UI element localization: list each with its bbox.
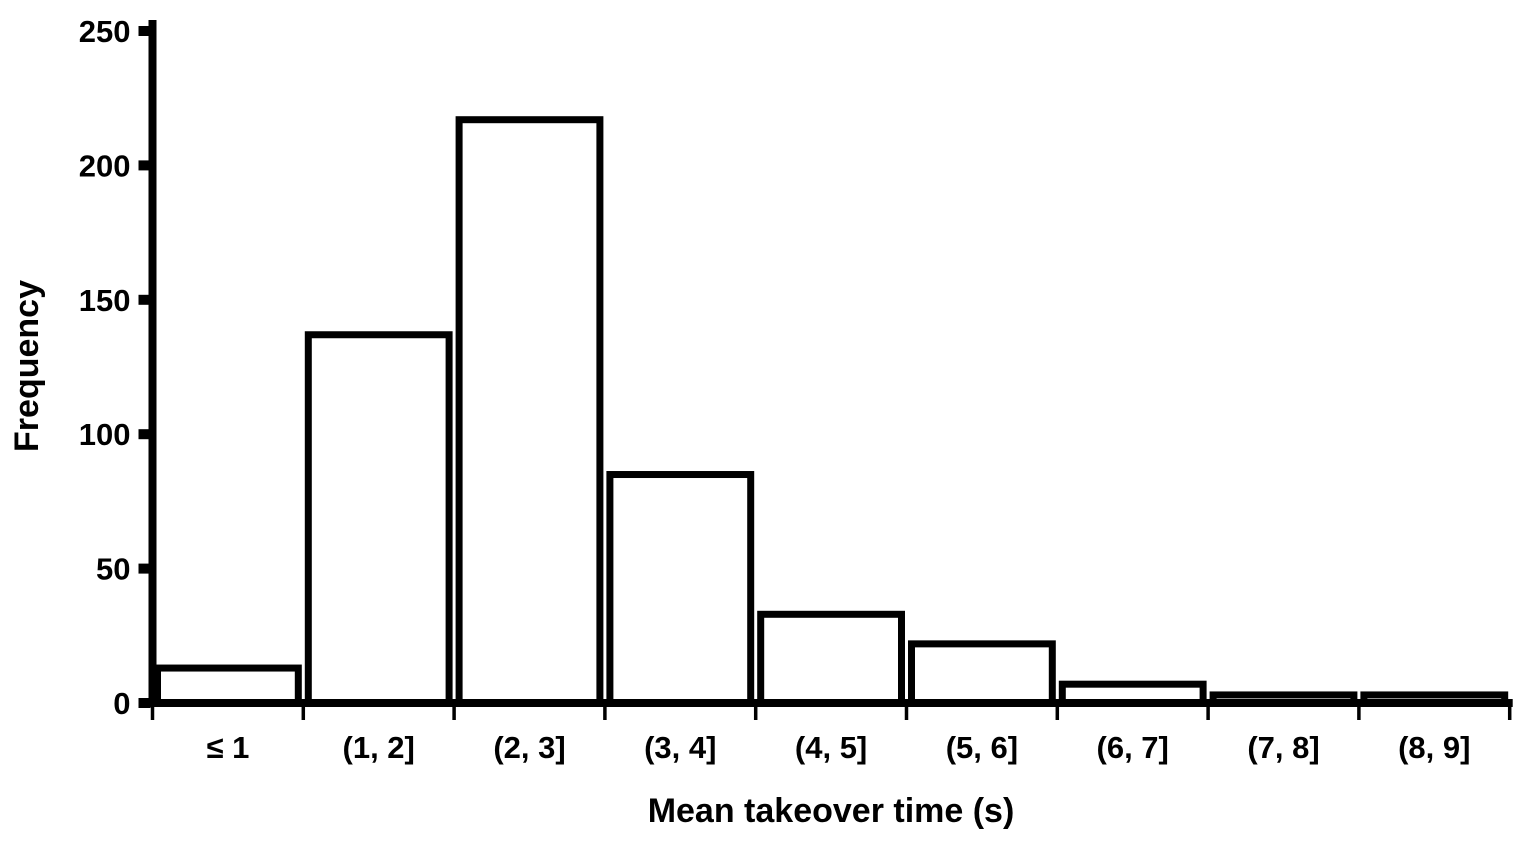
bars-group [154,116,1509,707]
x-category-label: (4, 5] [795,730,867,765]
x-axis-title: Mean takeover time (s) [648,792,1015,830]
y-axis-tick [138,429,151,440]
y-tick-label: 0 [113,686,130,721]
x-category-label: (1, 2] [343,730,415,765]
histogram-bar--5-6- [908,640,1056,707]
y-axis-title: Frequency [8,280,46,452]
histogram-bar--3-4- [606,471,755,707]
y-tick-label: 150 [79,283,131,318]
y-tick-label: 250 [79,14,131,49]
y-tick-label: 100 [79,417,131,452]
x-category-label: (7, 8] [1247,730,1319,765]
y-axis-tick [138,294,151,305]
labels-group: 0 50 100 150 200 250 ≤ 1 (1, 2] (2, 3] (3, 4] (4, … [8,14,1470,830]
histogram-bar--4-5- [757,610,906,707]
axes-group [138,20,1513,720]
x-category-label: (6, 7] [1097,730,1169,765]
y-tick-label: 50 [96,552,130,587]
x-category-label: (2, 3] [493,730,565,765]
y-axis-tick [138,26,151,36]
histogram-bar--1-2- [304,331,453,707]
x-category-label: (3, 4] [644,730,716,765]
y-axis-tick [138,698,151,708]
y-axis-tick [138,160,151,171]
histogram-bar--1 [154,664,302,707]
x-category-label: ≤ 1 [206,730,249,765]
y-axis-tick [138,563,151,574]
histogram-bar--2-3- [455,116,604,707]
y-tick-label: 200 [79,148,131,183]
x-category-label: (5, 6] [946,730,1018,765]
x-category-label: (8, 9] [1398,730,1470,765]
